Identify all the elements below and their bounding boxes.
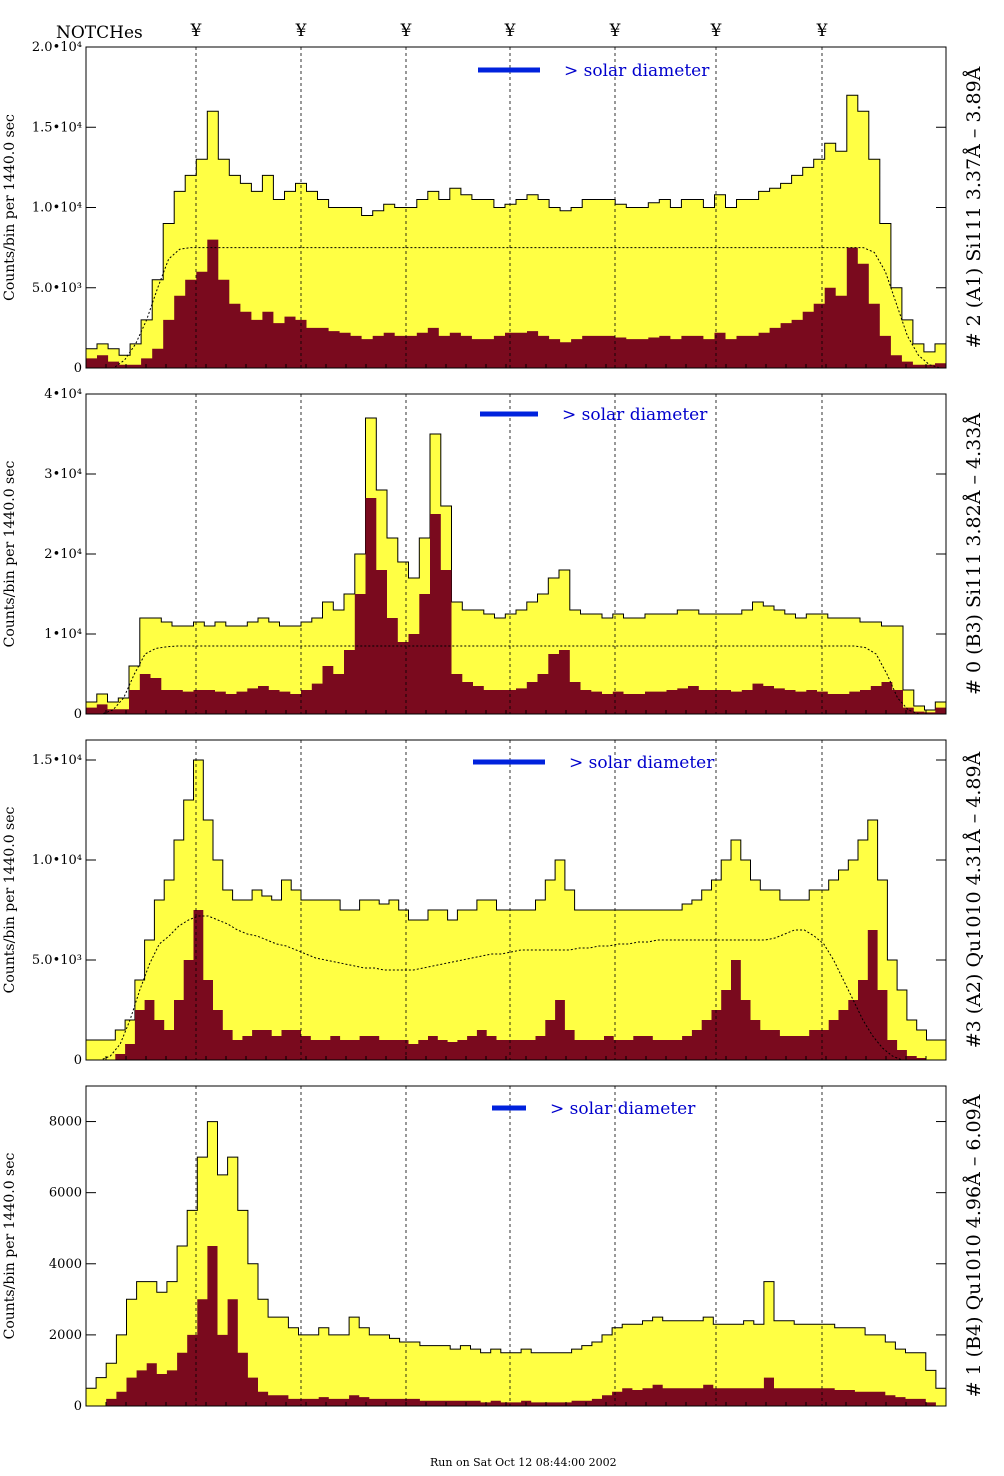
panel-label: # 1 (B4) Qu1010 4.96Å – 6.09Å [963,1094,985,1397]
notch-glyph-5: ¥ [710,21,722,41]
ytick-label: 4•10⁴ [44,387,82,402]
notch-glyph-6: ¥ [816,21,828,41]
ytick-label: 1.0•10⁴ [32,853,82,868]
ytick-label: 5.0•10³ [32,953,82,968]
notch-markers: ¥ ¥ ¥ ¥ ¥ ¥ ¥ [190,21,828,41]
ytick-label: 6000 [49,1186,82,1201]
footer-timestamp: Run on Sat Oct 12 08:44:00 2002 [430,1456,617,1469]
spectrum-panels: 0 5.0•10³ 1.0•10⁴ 1.5•10⁴ 2.0•10⁴ Counts/bin … [2,40,985,1414]
y-axis-label: Counts/bin per 1440.0 sec [2,806,18,993]
notch-glyph-0: ¥ [190,21,202,41]
ytick-label: 0 [74,1399,82,1414]
series-model-line [91,247,941,369]
ytick-label: 5.0•10³ [32,281,82,296]
notch-glyph-3: ¥ [504,21,516,41]
notch-glyph-1: ¥ [295,21,307,41]
notch-glyph-4: ¥ [609,21,621,41]
legend-label: > solar diameter [550,1099,696,1119]
panel-3: 0 2000 4000 6000 8000 Counts/bin per 1440.0 s… [2,1085,985,1414]
legend-label: > solar diameter [564,61,710,81]
ytick-label: 1.5•10⁴ [32,753,82,768]
ytick-label: 1.5•10⁴ [32,120,82,135]
panel-2: 0 5.0•10³ 1.0•10⁴ 1.5•10⁴ Counts/bin per 144… [2,739,985,1068]
ytick-label: 4000 [49,1257,82,1272]
series-model-line [91,645,941,715]
panel-frame [85,1085,947,1407]
panel-label: #3 (A2) Qu1010 4.31Å – 4.89Å [963,751,985,1048]
panel-label: # 0 (B3) Si111 3.82Å – 4.33Å [963,413,985,695]
y-axis-label: Counts/bin per 1440.0 sec [2,114,18,301]
series-sub-area [86,1246,946,1406]
ytick-label: 2.0•10⁴ [32,40,82,55]
series-sub-area [86,498,946,714]
ytick-label: 3•10⁴ [44,467,82,482]
legend-label: > solar diameter [562,405,708,425]
series-sub-area [86,910,946,1060]
panel-0: 0 5.0•10³ 1.0•10⁴ 1.5•10⁴ 2.0•10⁴ Counts/bin … [2,40,985,376]
ytick-label: 1.0•10⁴ [32,201,82,216]
ytick-label: 8000 [49,1115,82,1130]
ytick-label: 1•10⁴ [44,627,82,642]
panel-frame [85,739,947,1061]
ytick-label: 0 [74,1053,82,1068]
ytick-label: 0 [74,707,82,722]
y-axis-label: Counts/bin per 1440.0 sec [2,1152,18,1339]
ytick-label: 0 [74,361,82,376]
ytick-label: 2000 [49,1328,82,1343]
notch-glyph-2: ¥ [400,21,412,41]
y-axis-label: Counts/bin per 1440.0 sec [2,460,18,647]
series-model-line [90,915,942,1061]
notches-label: NOTCHes [56,23,143,43]
panel-label: # 2 (A1) Si111 3.37Å – 3.89Å [963,66,985,348]
legend-label: > solar diameter [569,753,715,773]
panel-1: 0 1•10⁴ 2•10⁴ 3•10⁴ 4•10⁴ Counts/bin per 1440… [2,387,985,722]
ytick-label: 2•10⁴ [44,547,82,562]
